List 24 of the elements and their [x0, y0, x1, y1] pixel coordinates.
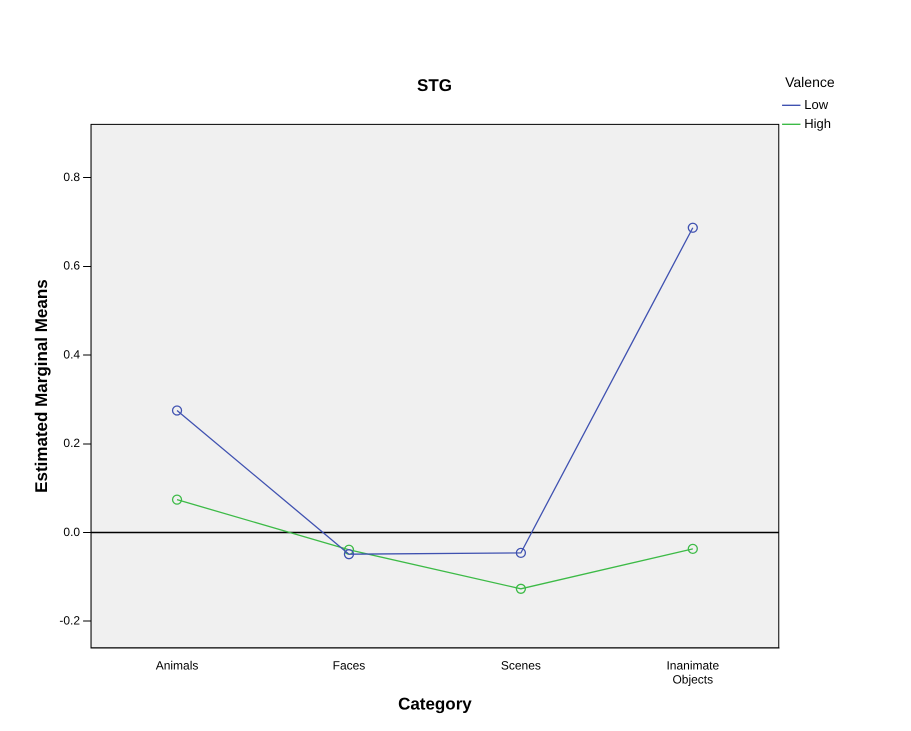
- legend-title: Valence: [785, 74, 835, 90]
- y-tick-label: 0.4: [63, 347, 80, 362]
- y-axis-title: Estimated Marginal Means: [32, 279, 51, 493]
- y-tick-label: -0.2: [59, 614, 80, 628]
- x-tick-label: Scenes: [500, 658, 541, 672]
- y-tick-label: 0.0: [63, 524, 80, 539]
- point: [688, 544, 698, 554]
- point: [172, 494, 182, 505]
- x-tick-label: Animals: [156, 658, 198, 672]
- point: [688, 222, 698, 233]
- point: [344, 544, 354, 555]
- point: [516, 584, 526, 594]
- y-tick-label: 0.6: [63, 258, 80, 273]
- x-tick-label: Inanimate Objects: [666, 658, 720, 687]
- y-tick-label: 0.2: [63, 436, 80, 450]
- point: [172, 405, 182, 416]
- x-tick-label: Faces: [332, 658, 366, 672]
- legend-label: High: [804, 116, 832, 131]
- y-tick-label: 0.8: [63, 170, 80, 184]
- legend-label: Low: [804, 96, 829, 112]
- chart-title: STG: [417, 76, 452, 95]
- point: [344, 549, 354, 560]
- point: [516, 548, 526, 558]
- x-axis-title: Category: [398, 694, 472, 714]
